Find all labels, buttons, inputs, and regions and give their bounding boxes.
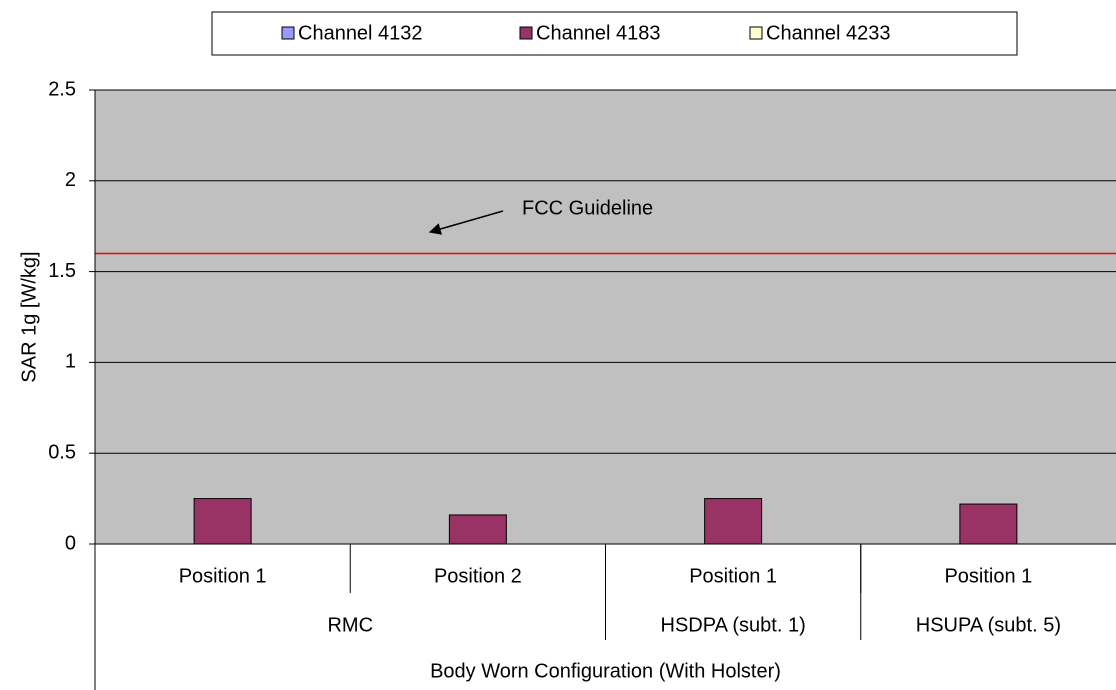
legend-label: Channel 4233 (766, 22, 891, 44)
plot-area (95, 90, 1116, 544)
y-tick-label: 0.5 (48, 441, 76, 463)
legend-swatch (749, 26, 763, 40)
y-axis-label: SAR 1g [W/kg] (18, 251, 40, 382)
x-tick-label: Position 1 (944, 565, 1032, 587)
y-tick-label: 2 (65, 169, 76, 191)
legend-swatch (281, 26, 295, 40)
bar (448, 514, 507, 545)
super-group-label: Body Worn Configuration (With Holster) (430, 660, 781, 682)
legend-swatch (519, 26, 533, 40)
bar (704, 498, 763, 545)
x-tick-label: Position 2 (434, 565, 522, 587)
bar (193, 498, 252, 545)
legend-box (211, 11, 1018, 56)
y-tick-label: 0 (65, 532, 76, 554)
x-tick-label: Position 1 (179, 565, 267, 587)
legend-label: Channel 4183 (536, 22, 661, 44)
annotation: FCC Guideline (522, 197, 653, 219)
y-tick-label: 1 (65, 351, 76, 373)
legend-label: Channel 4132 (298, 22, 423, 44)
annotation-arrow (428, 210, 504, 235)
x-tick-label: Position 1 (689, 565, 777, 587)
bar (959, 503, 1018, 545)
group-label: HSDPA (subt. 1) (661, 614, 806, 636)
group-label: RMC (327, 614, 373, 636)
y-tick-label: 2.5 (48, 78, 76, 100)
y-tick-label: 1.5 (48, 260, 76, 282)
group-label: HSUPA (subt. 5) (916, 614, 1061, 636)
